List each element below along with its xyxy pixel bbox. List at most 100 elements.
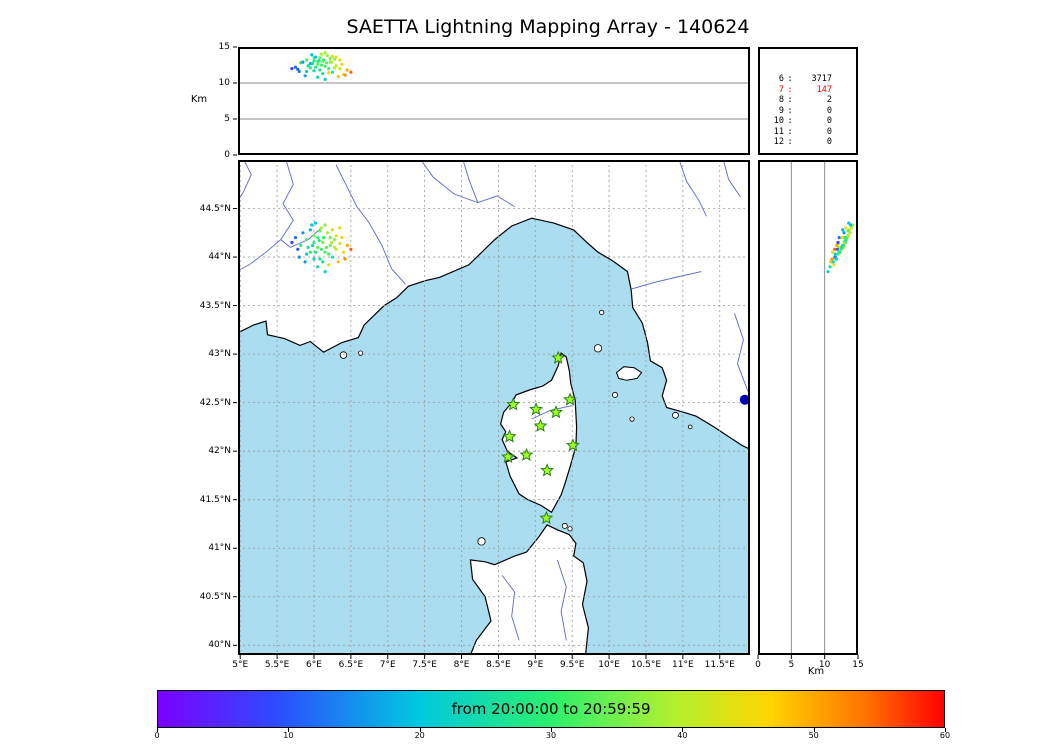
flash-point xyxy=(328,243,332,247)
lma-station-star xyxy=(565,438,580,452)
islet xyxy=(567,526,573,532)
flash-point xyxy=(318,56,322,60)
flash-point xyxy=(349,247,353,251)
flash-point xyxy=(349,70,353,74)
colorbar-gradient xyxy=(158,691,944,727)
altitude-tick-label: 5 xyxy=(224,114,230,124)
longitude-tick-label: 6.5°E xyxy=(338,660,364,670)
flash-point xyxy=(334,55,338,59)
station-stats-panel: 6:3717 7:147 8:2 9:0 10:0 11:0 12:0 xyxy=(758,47,858,155)
colorbar-tickmark xyxy=(945,728,946,732)
lma-station-star xyxy=(529,402,544,416)
flash-point xyxy=(343,257,347,261)
flash-point xyxy=(322,58,326,62)
flash-point xyxy=(340,236,344,240)
flash-point xyxy=(323,270,327,274)
station-count-row: 7:147 xyxy=(778,84,832,95)
flash-point xyxy=(296,247,300,251)
flash-point xyxy=(327,67,331,71)
altitude-tick-label: 0 xyxy=(755,660,761,670)
flash-point xyxy=(313,65,318,69)
flash-point xyxy=(301,60,305,64)
flash-point xyxy=(832,263,836,267)
flash-point xyxy=(316,236,320,240)
altitude-tick-label: 10 xyxy=(218,78,230,88)
flash-point xyxy=(318,68,322,72)
flash-point xyxy=(831,260,835,264)
altitude-tick-label: 0 xyxy=(224,150,230,160)
flash-point xyxy=(330,70,334,74)
flash-point xyxy=(310,223,314,227)
flash-point xyxy=(333,238,337,242)
flash-point xyxy=(312,69,316,73)
flash-point xyxy=(297,255,301,259)
altitude-tick-label: 15 xyxy=(218,42,230,52)
flash-point xyxy=(849,223,853,227)
latitude-tick-label: 44°N xyxy=(208,252,231,263)
river xyxy=(280,227,322,248)
flash-point xyxy=(330,60,334,64)
station-stats-rows: 6:3717 7:147 8:2 9:0 10:0 11:0 12:0 xyxy=(768,74,832,148)
latitude-tick-label: 40°N xyxy=(208,640,231,651)
flash-point xyxy=(319,226,323,230)
colorbar-label: from 20:00:00 to 20:59:59 xyxy=(451,700,651,718)
river xyxy=(462,159,479,203)
flash-point xyxy=(323,64,327,68)
flash-point xyxy=(308,250,312,254)
flash-point xyxy=(308,62,312,66)
flash-point xyxy=(301,231,305,235)
panel-border xyxy=(238,160,750,655)
flash-point xyxy=(328,56,332,61)
flash-point xyxy=(846,229,850,233)
colorbar-tick-label: 40 xyxy=(677,731,688,740)
colorbar-tick-label: 20 xyxy=(414,731,425,740)
station-count-row: 12:0 xyxy=(773,137,832,147)
flash-point xyxy=(330,255,334,259)
longitude-tick-label: 5.5°E xyxy=(264,660,290,670)
flash-point xyxy=(308,228,312,232)
flash-point xyxy=(840,236,844,240)
longitude-tick-label: 8°E xyxy=(453,660,470,670)
latitude-tick-label: 41°N xyxy=(208,543,231,554)
river xyxy=(722,159,741,198)
panel-border xyxy=(238,47,750,155)
longitude-tick-label: 10°E xyxy=(598,660,620,670)
river xyxy=(501,575,520,641)
flash-point xyxy=(327,252,331,256)
colorbar-tickmark xyxy=(813,728,815,732)
lma-station-star xyxy=(549,405,563,419)
flash-point xyxy=(833,247,837,251)
river xyxy=(631,271,702,290)
flash-point xyxy=(835,247,839,251)
flash-point xyxy=(333,245,337,249)
flash-point xyxy=(843,239,847,243)
station-count-row: 6:3717 xyxy=(778,74,832,84)
flash-point xyxy=(327,263,331,267)
flash-point xyxy=(345,243,349,247)
flash-point xyxy=(323,223,327,227)
latitude-tick-label: 42.5°N xyxy=(199,397,231,408)
latitude-tick-label: 41.5°N xyxy=(199,494,231,505)
flash-point xyxy=(323,51,327,55)
lma-station-star xyxy=(563,392,577,406)
flash-point xyxy=(338,67,342,71)
flash-point xyxy=(325,54,329,58)
colorbar: from 20:00:00 to 20:59:59 xyxy=(157,690,945,728)
panel-border xyxy=(758,160,858,655)
flash-point xyxy=(310,53,314,57)
flash-point xyxy=(318,229,322,233)
flash-point xyxy=(319,247,323,251)
flash-point xyxy=(841,243,845,247)
longitude-tick-label: 9°E xyxy=(527,660,544,670)
flash-point xyxy=(324,245,329,249)
river xyxy=(237,159,294,271)
longitude-tick-label: 5°E xyxy=(232,660,249,670)
flash-point xyxy=(343,73,347,77)
altitude-latitude-plot xyxy=(757,160,859,659)
river xyxy=(335,164,406,285)
colorbar-tick-label: 30 xyxy=(545,731,557,740)
flash-point xyxy=(318,257,322,261)
flash-point xyxy=(312,59,316,63)
flash-point xyxy=(341,250,346,254)
islet xyxy=(629,416,635,422)
